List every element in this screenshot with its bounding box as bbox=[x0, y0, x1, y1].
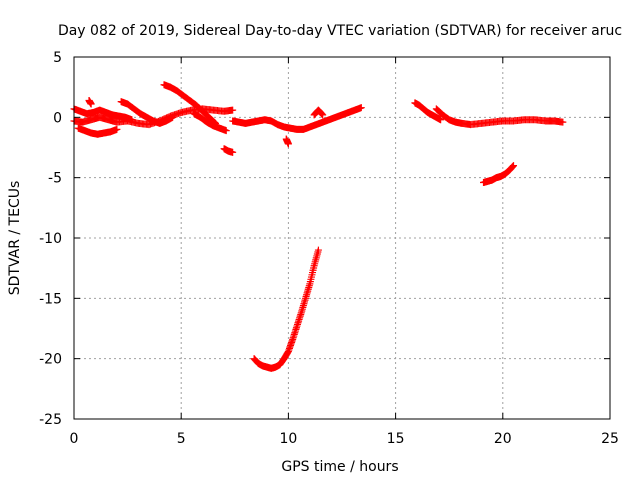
x-axis-label: GPS time / hours bbox=[281, 459, 398, 475]
x-tick-label: 25 bbox=[601, 431, 619, 447]
x-tick-label: 5 bbox=[177, 431, 186, 447]
series-arc-spike-start bbox=[85, 96, 95, 108]
data-point bbox=[229, 106, 237, 114]
x-tick-label: 15 bbox=[387, 431, 405, 447]
y-tick-label: -5 bbox=[48, 171, 62, 187]
y-tick-label: -15 bbox=[39, 291, 62, 307]
y-tick-label: -25 bbox=[39, 412, 62, 428]
data-point bbox=[559, 118, 567, 126]
data-point bbox=[357, 104, 365, 112]
series-arc-5 bbox=[220, 145, 237, 156]
series-arc-2 bbox=[117, 98, 177, 127]
data-point bbox=[319, 111, 327, 119]
chart-title: Day 082 of 2019, Sidereal Day-to-day VTE… bbox=[58, 23, 622, 39]
x-tick-label: 10 bbox=[279, 431, 297, 447]
axis-ticks: 0 5 10 15 20 25 -25 -20 -15 -10 -5 0 5 bbox=[39, 50, 619, 447]
y-tick-label: 0 bbox=[53, 110, 62, 126]
y-tick-label: -20 bbox=[39, 352, 62, 368]
series-arc-11 bbox=[432, 105, 567, 129]
data-points bbox=[70, 81, 567, 372]
x-tick-label: 20 bbox=[494, 431, 512, 447]
series-arc-3 bbox=[160, 81, 220, 127]
data-point bbox=[229, 148, 237, 156]
series-arc-9 bbox=[250, 246, 322, 372]
series-arc-7 bbox=[282, 135, 292, 148]
y-axis-label: SDTVAR / TECUs bbox=[7, 181, 23, 296]
series-arc-early-lower bbox=[74, 124, 121, 138]
y-tick-label: -10 bbox=[39, 231, 62, 247]
series-arc-4 bbox=[190, 110, 230, 135]
x-tick-label: 0 bbox=[70, 431, 79, 447]
data-point bbox=[222, 127, 230, 135]
series-arc-12 bbox=[480, 162, 518, 186]
data-point bbox=[510, 162, 518, 170]
data-point bbox=[284, 140, 292, 148]
data-point bbox=[169, 113, 177, 121]
series-arc-6 bbox=[229, 104, 365, 133]
series-arc-10 bbox=[411, 99, 445, 124]
data-point bbox=[314, 246, 322, 254]
grid-lines bbox=[74, 57, 610, 419]
data-point bbox=[437, 116, 445, 124]
data-point bbox=[87, 100, 95, 108]
y-tick-label: 5 bbox=[53, 50, 62, 66]
data-point bbox=[113, 125, 121, 133]
series-arc-8 bbox=[310, 106, 327, 119]
